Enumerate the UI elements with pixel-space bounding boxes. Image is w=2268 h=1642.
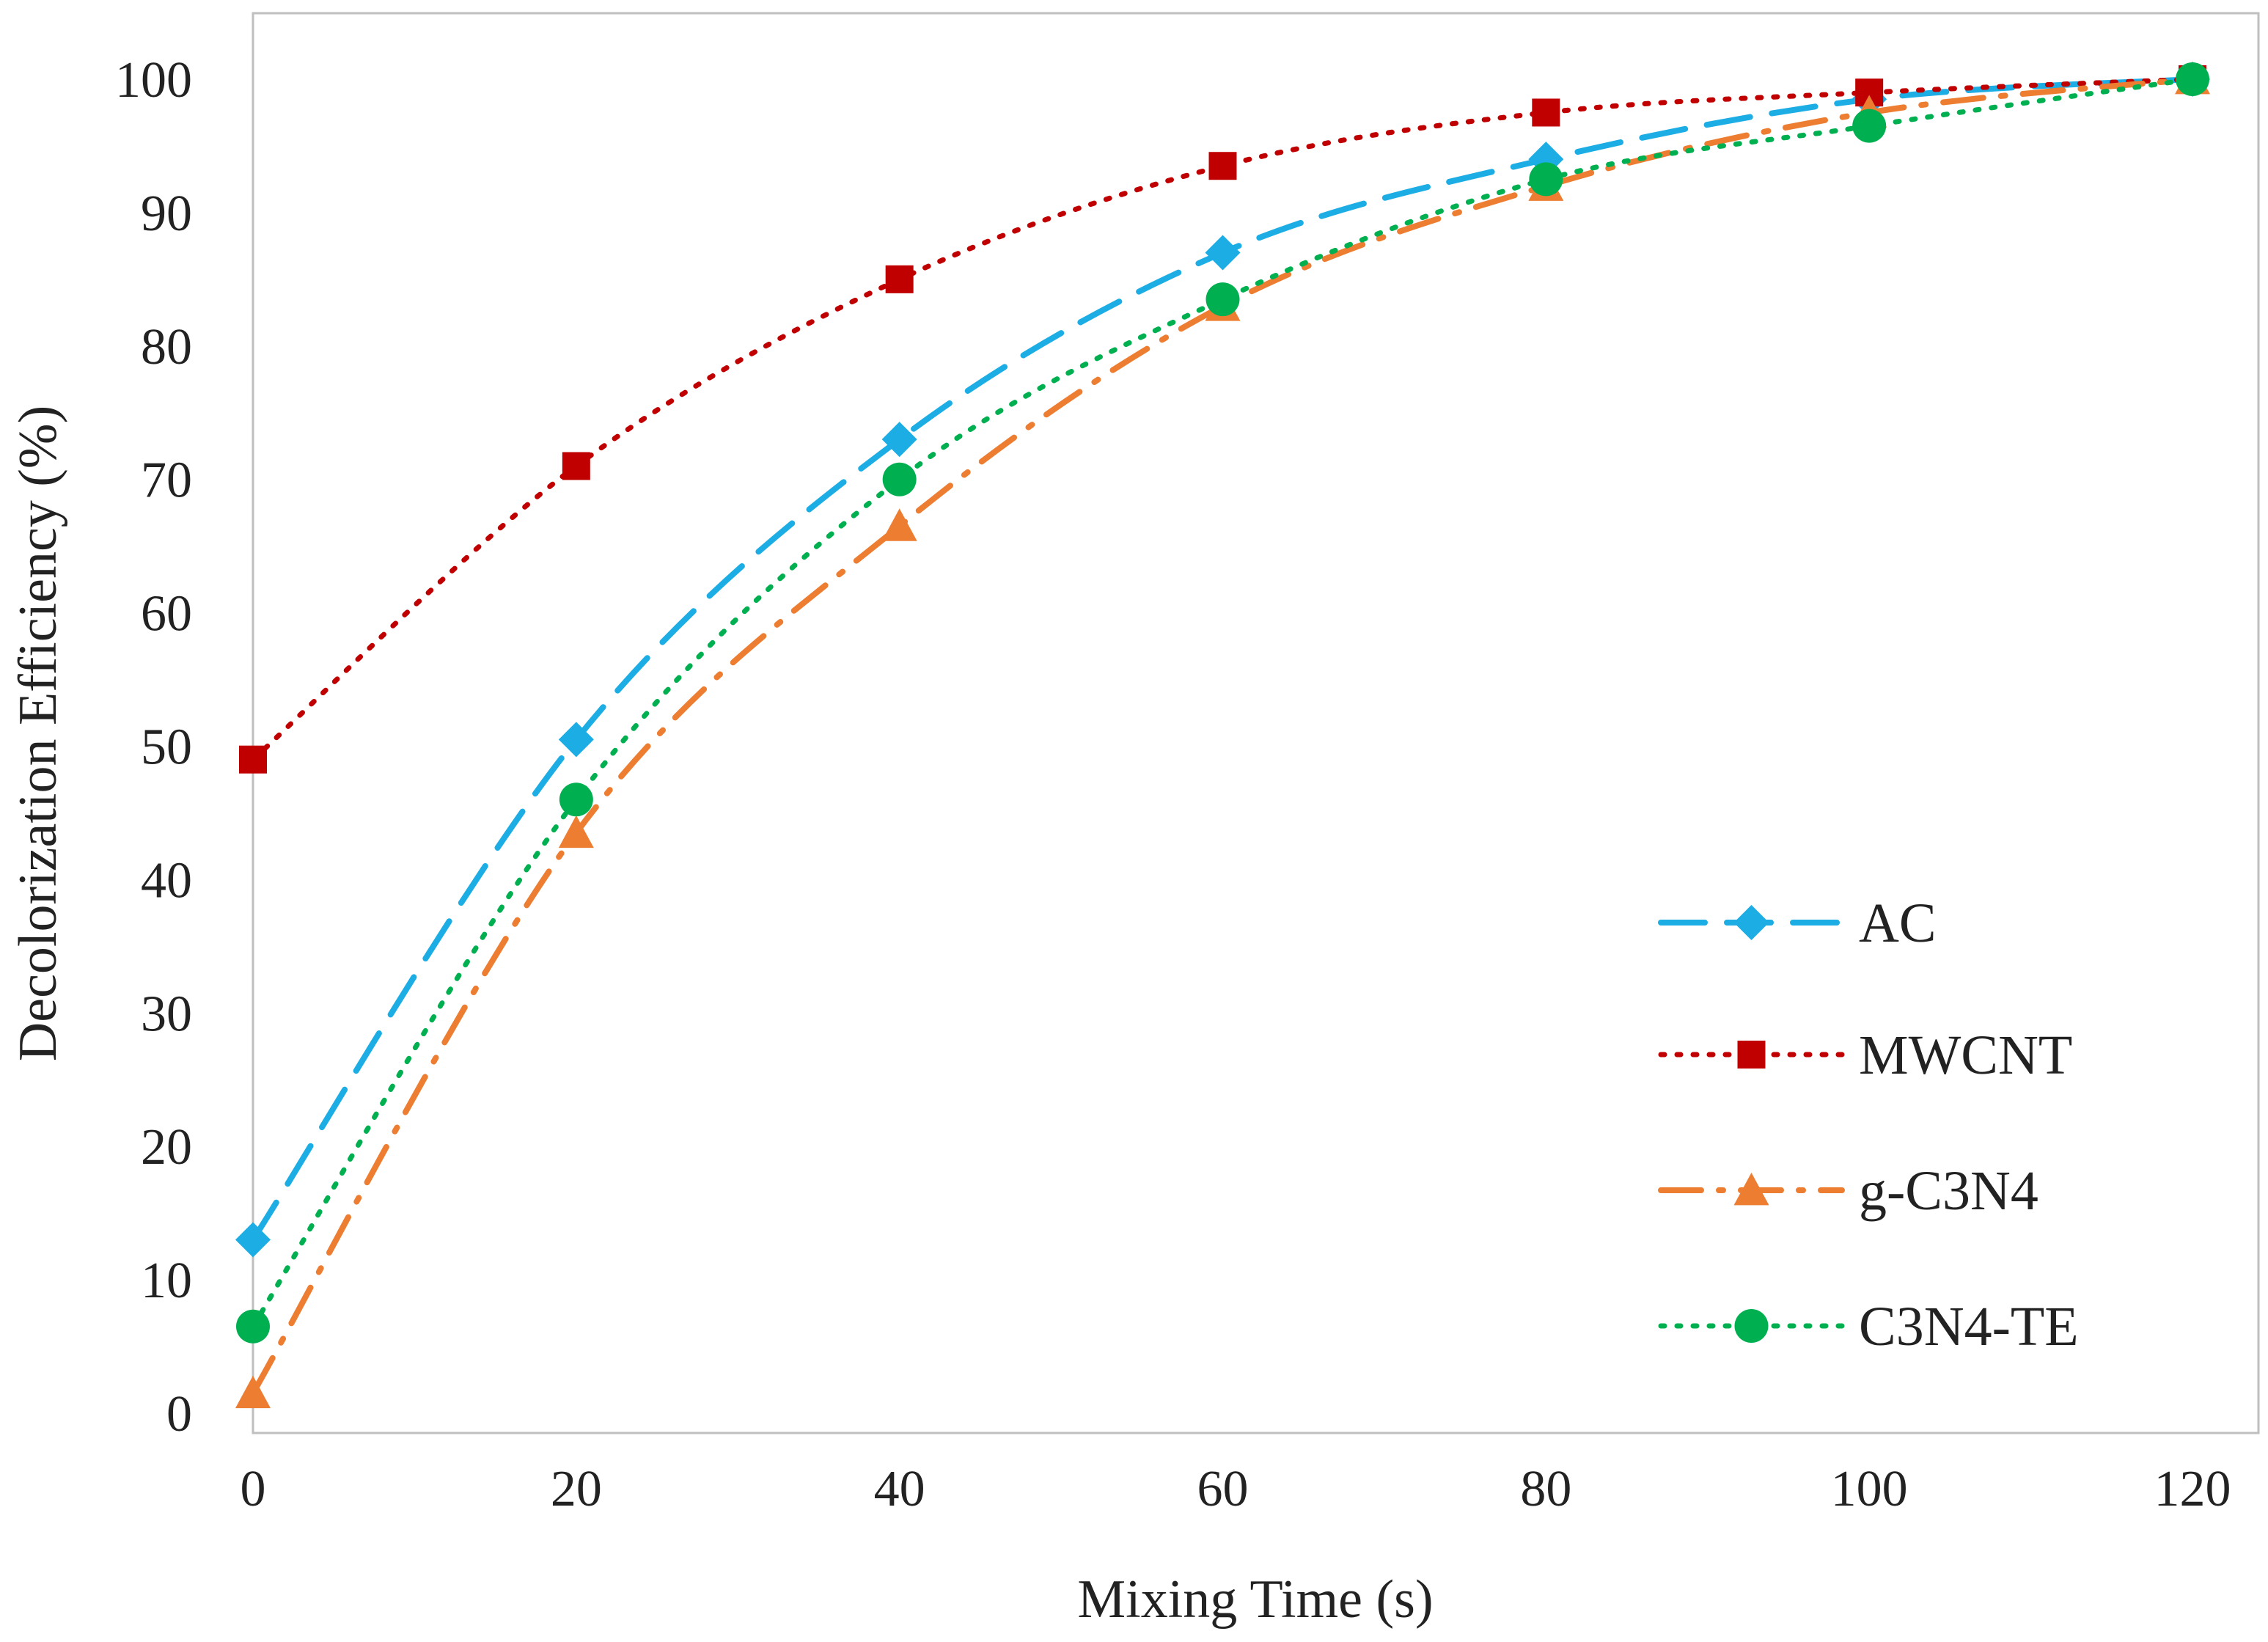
legend-marker-c3n4-te [1734,1309,1769,1343]
legend-item-mwcnt: MWCNT [1658,1025,2072,1086]
data-point-c3n4-te-40 [882,462,917,496]
data-point-mwcnt-0 [239,745,267,774]
legend-item-c3n4-te: C3N4-TE [1658,1296,2079,1357]
y-tick-label-100: 100 [115,52,192,109]
data-point-c3n4-te-0 [236,1309,270,1344]
legend-marker-ac [1733,905,1769,940]
data-point-mwcnt-40 [885,265,914,293]
series-layer [235,62,2210,1409]
x-tick-label-120: 120 [2154,1461,2231,1517]
y-tick-label-30: 30 [141,986,192,1042]
legend-label-ac: AC [1859,893,1937,954]
series-line-c3n4-te [250,76,2195,1330]
legend-label-c3n4-te: C3N4-TE [1859,1296,2079,1357]
series-c3n4-te [236,62,2209,1344]
y-tick-label-80: 80 [141,319,192,375]
x-tick-label-40: 40 [874,1461,925,1517]
x-tick-label-0: 0 [241,1461,266,1517]
data-point-ac-20 [558,722,594,758]
legend-marker-g-c3n4 [1733,1173,1769,1206]
x-tick-label-100: 100 [1831,1461,1908,1517]
data-point-ac-0 [235,1222,271,1258]
y-tick-label-90: 90 [141,186,192,242]
x-axis-title: Mixing Time (s) [1077,1569,1433,1630]
y-tick-label-10: 10 [141,1253,192,1309]
data-point-g-c3n4-0 [235,1375,271,1409]
data-point-c3n4-te-100 [1852,109,1887,143]
data-point-ac-40 [881,422,917,458]
x-tick-label-80: 80 [1520,1461,1571,1517]
x-tick-label-60: 60 [1197,1461,1249,1517]
data-point-c3n4-te-20 [559,782,593,817]
y-tick-label-60: 60 [141,586,192,642]
data-point-ac-60 [1205,235,1241,271]
y-axis-title: Decolorization Efficiency (%) [8,406,68,1061]
legend-marker-mwcnt [1737,1041,1766,1069]
legend: AC MWCNT g-C3N4 C3N4-TE [1658,893,2079,1357]
y-tick-label-0: 0 [166,1386,192,1443]
data-point-g-c3n4-20 [558,815,594,849]
data-point-mwcnt-80 [1532,98,1560,127]
data-point-c3n4-te-60 [1205,282,1240,317]
y-tick-label-20: 20 [141,1119,192,1176]
data-point-mwcnt-20 [562,452,590,480]
legend-label-g-c3n4: g-C3N4 [1859,1160,2038,1222]
x-tick-label-20: 20 [551,1461,602,1517]
series-line-g-c3n4 [250,76,2195,1396]
data-point-c3n4-te-120 [2176,62,2209,96]
legend-label-mwcnt: MWCNT [1859,1025,2072,1086]
legend-item-ac: AC [1658,893,1937,954]
tick-label-layer: 0 20 40 60 80 100 120 0 10 20 30 40 50 60 70 80 90 100 [115,52,2231,1517]
y-tick-label-70: 70 [141,452,192,509]
y-tick-label-50: 50 [141,719,192,776]
data-point-c3n4-te-80 [1529,162,1563,197]
data-point-mwcnt-60 [1208,152,1237,180]
data-point-g-c3n4-40 [881,508,917,541]
y-tick-label-40: 40 [141,852,192,909]
legend-item-g-c3n4: g-C3N4 [1658,1160,2038,1222]
